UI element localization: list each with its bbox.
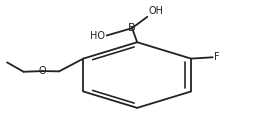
Text: B: B: [128, 23, 136, 33]
Text: HO: HO: [90, 31, 105, 40]
Text: F: F: [214, 52, 219, 62]
Text: OH: OH: [149, 6, 164, 16]
Text: O: O: [39, 66, 46, 76]
